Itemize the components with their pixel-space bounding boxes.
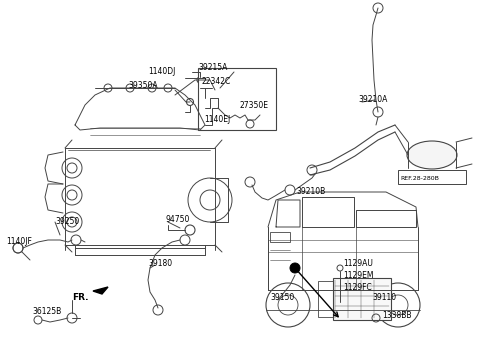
Bar: [398, 170, 466, 184]
Text: 1129AU: 1129AU: [343, 260, 373, 269]
Text: 36125B: 36125B: [32, 307, 61, 317]
Bar: [198, 68, 276, 130]
Text: 39180: 39180: [148, 260, 172, 269]
Bar: [270, 232, 290, 242]
Text: 94750: 94750: [165, 216, 190, 224]
Text: 39210A: 39210A: [358, 95, 387, 105]
Text: 39250: 39250: [55, 217, 79, 227]
Bar: [318, 281, 333, 317]
Text: 1129FC: 1129FC: [343, 284, 372, 293]
Circle shape: [290, 263, 300, 273]
Ellipse shape: [407, 141, 457, 169]
Text: REF.28-280B: REF.28-280B: [400, 175, 439, 180]
Text: 27350E: 27350E: [240, 101, 269, 110]
Text: 39150: 39150: [270, 294, 294, 302]
Text: 22342C: 22342C: [202, 77, 231, 86]
Text: 39215A: 39215A: [198, 64, 228, 73]
Text: 1140EJ: 1140EJ: [204, 115, 230, 125]
Polygon shape: [93, 287, 108, 294]
Text: FR.: FR.: [72, 294, 88, 302]
Text: 1338BB: 1338BB: [382, 311, 411, 321]
Text: 39110: 39110: [372, 294, 396, 302]
Text: 39210B: 39210B: [296, 188, 325, 196]
Text: 39350A: 39350A: [128, 82, 157, 90]
Text: 1129EM: 1129EM: [343, 272, 373, 281]
Text: 1140DJ: 1140DJ: [148, 68, 175, 77]
Bar: [333, 278, 391, 320]
Text: 1140JF: 1140JF: [6, 237, 32, 246]
